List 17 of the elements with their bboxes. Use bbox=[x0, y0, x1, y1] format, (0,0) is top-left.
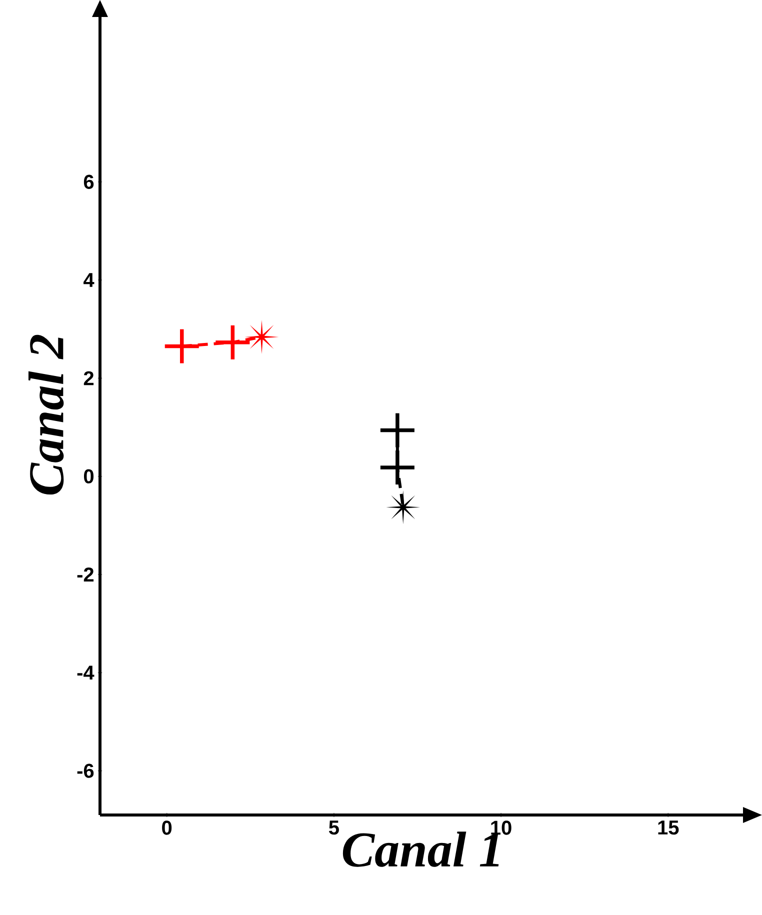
y-tick-label: 6 bbox=[84, 174, 94, 189]
x-tick-label: 0 bbox=[162, 820, 172, 835]
point bbox=[244, 320, 279, 354]
x-tick-label: 15 bbox=[658, 820, 679, 835]
point bbox=[380, 413, 414, 448]
y-tick-label: 0 bbox=[84, 469, 94, 484]
point bbox=[386, 490, 420, 524]
y-tick-label: -6 bbox=[77, 764, 94, 778]
y-tick-label: 2 bbox=[84, 371, 94, 386]
x-tick-label: 5 bbox=[328, 820, 339, 835]
y-axis-title: Canal 2 bbox=[28, 334, 64, 495]
point bbox=[380, 450, 414, 485]
y-tick-label: -4 bbox=[77, 666, 94, 680]
point bbox=[216, 325, 250, 360]
y-tick-label: -2 bbox=[77, 568, 94, 582]
point bbox=[164, 329, 199, 364]
y-tick-label: 4 bbox=[84, 273, 94, 287]
